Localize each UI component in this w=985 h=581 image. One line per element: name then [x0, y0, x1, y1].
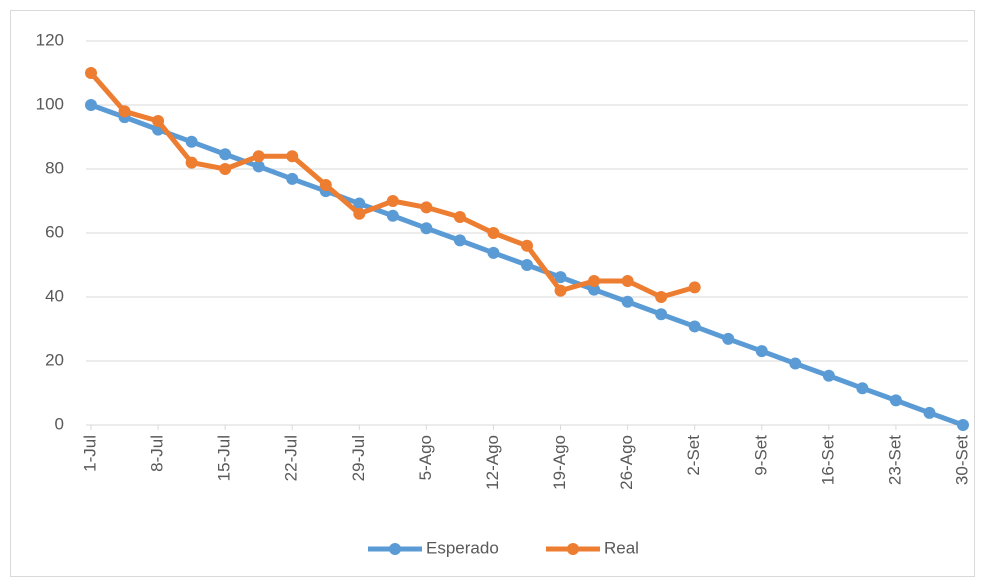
x-tick-label: 1-Jul [80, 435, 99, 472]
point [521, 259, 533, 271]
point [789, 357, 802, 370]
point [889, 394, 902, 407]
x-tick-label: 22-Jul [282, 435, 301, 481]
point [286, 172, 299, 185]
point [621, 275, 634, 287]
x-tick-label: 30-Set [952, 435, 971, 485]
point [118, 105, 131, 118]
point [856, 382, 869, 395]
y-tick-label: 120 [36, 30, 64, 49]
x-tick-label: 15-Jul [215, 435, 234, 481]
point [655, 291, 668, 303]
legend-marker [389, 543, 401, 555]
point [453, 211, 466, 223]
point [957, 419, 969, 431]
point [688, 320, 701, 333]
legend-label: Esperado [426, 538, 499, 557]
point [688, 281, 701, 294]
x-tick-label: 19-Ago [550, 435, 569, 490]
point [219, 148, 232, 161]
point [152, 115, 165, 127]
point [453, 234, 466, 247]
point [85, 67, 97, 79]
x-tick-label: 8-Jul [148, 435, 167, 472]
point [554, 271, 567, 284]
legend-label: Real [604, 538, 639, 557]
point [923, 406, 936, 419]
point [588, 283, 601, 296]
point [386, 209, 399, 222]
point [554, 284, 567, 297]
y-tick-label: 20 [45, 350, 64, 369]
legend-marker [567, 543, 579, 555]
point [822, 369, 835, 382]
point [286, 150, 299, 163]
point [420, 222, 433, 235]
x-tick-label: 5-Ago [416, 435, 435, 480]
chart-border [10, 10, 975, 577]
x-tick-label: 16-Set [818, 435, 837, 485]
point [722, 332, 735, 345]
y-tick-label: 80 [45, 158, 64, 177]
point [319, 179, 332, 191]
x-tick-label: 26-Ago [617, 435, 636, 490]
point [252, 150, 265, 163]
point [386, 195, 399, 207]
y-tick-label: 40 [45, 286, 64, 305]
point [420, 201, 433, 214]
point [487, 227, 500, 239]
point [185, 156, 198, 169]
x-tick-label: 9-Set [751, 435, 770, 476]
y-tick-label: 0 [55, 414, 64, 433]
x-tick-label: 29-Jul [349, 435, 368, 481]
point [353, 197, 366, 210]
point [521, 239, 533, 252]
point [85, 99, 97, 111]
x-tick-label: 2-Set [684, 435, 703, 476]
point [219, 163, 232, 175]
point [487, 246, 500, 259]
y-tick-label: 60 [45, 222, 64, 241]
point [621, 295, 634, 308]
x-tick-label: 12-Ago [483, 435, 502, 490]
point [185, 135, 198, 148]
point [588, 275, 601, 287]
point [755, 345, 768, 358]
y-tick-label: 100 [36, 94, 64, 113]
point [252, 160, 265, 173]
point [353, 207, 366, 220]
point [655, 308, 668, 321]
x-tick-label: 23-Set [885, 435, 904, 485]
